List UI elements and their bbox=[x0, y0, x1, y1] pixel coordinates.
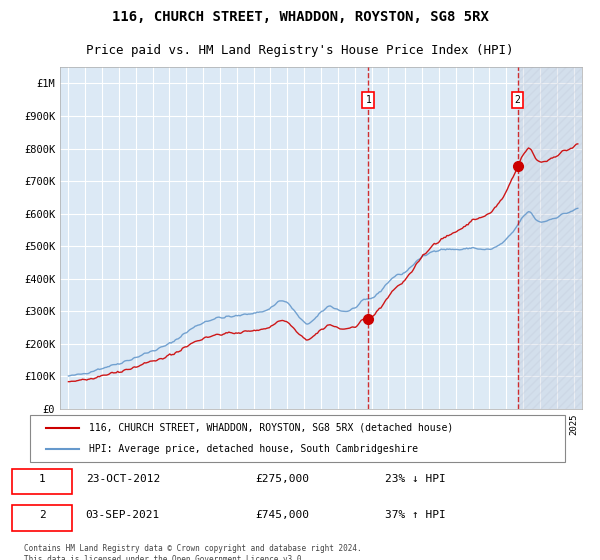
Text: £745,000: £745,000 bbox=[255, 510, 309, 520]
Text: 37% ↑ HPI: 37% ↑ HPI bbox=[385, 510, 445, 520]
Bar bbox=[518, 67, 582, 409]
Text: 116, CHURCH STREET, WHADDON, ROYSTON, SG8 5RX (detached house): 116, CHURCH STREET, WHADDON, ROYSTON, SG… bbox=[89, 423, 454, 433]
Text: 23% ↓ HPI: 23% ↓ HPI bbox=[385, 474, 445, 484]
Bar bbox=[368, 67, 518, 409]
Text: 116, CHURCH STREET, WHADDON, ROYSTON, SG8 5RX: 116, CHURCH STREET, WHADDON, ROYSTON, SG… bbox=[112, 10, 488, 24]
Text: 23-OCT-2012: 23-OCT-2012 bbox=[86, 474, 160, 484]
FancyBboxPatch shape bbox=[13, 469, 71, 494]
Text: Contains HM Land Registry data © Crown copyright and database right 2024.
This d: Contains HM Land Registry data © Crown c… bbox=[23, 544, 361, 560]
Text: 2: 2 bbox=[515, 95, 520, 105]
FancyBboxPatch shape bbox=[13, 505, 71, 531]
Text: Price paid vs. HM Land Registry's House Price Index (HPI): Price paid vs. HM Land Registry's House … bbox=[86, 44, 514, 57]
Text: £275,000: £275,000 bbox=[255, 474, 309, 484]
Text: 1: 1 bbox=[365, 95, 371, 105]
Text: 1: 1 bbox=[39, 474, 46, 484]
Text: 03-SEP-2021: 03-SEP-2021 bbox=[86, 510, 160, 520]
FancyBboxPatch shape bbox=[30, 416, 565, 461]
Text: 2: 2 bbox=[39, 510, 46, 520]
Text: HPI: Average price, detached house, South Cambridgeshire: HPI: Average price, detached house, Sout… bbox=[89, 444, 418, 454]
